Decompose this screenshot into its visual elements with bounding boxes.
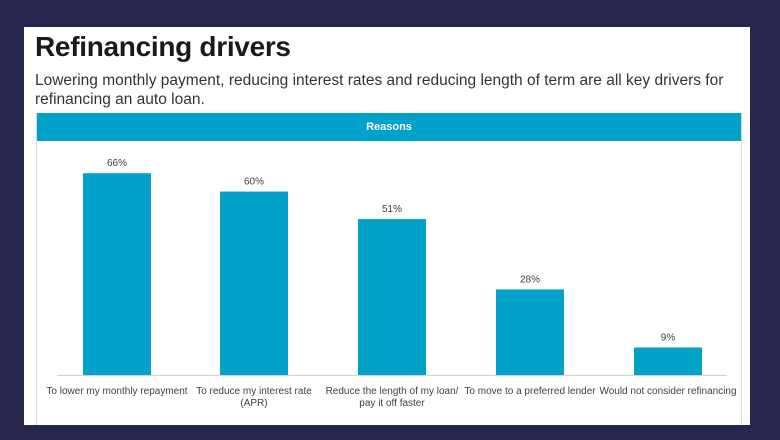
slide: Refinancing drivers Lowering monthly pay… (24, 27, 750, 425)
category-label-3-line-1: Reduce the length of my loan/ (326, 386, 459, 397)
category-label-2-line-1: To reduce my interest rate (196, 386, 312, 397)
bar-1 (83, 173, 151, 375)
value-label-4: 28% (520, 274, 540, 285)
value-label-2: 60% (244, 177, 264, 188)
slide-title: Refinancing drivers (35, 31, 291, 62)
slide-subtitle: Lowering monthly payment, reducing inter… (35, 72, 724, 108)
value-label-5: 9% (661, 332, 676, 343)
value-label-3: 51% (382, 204, 402, 215)
chart-panel: Reasons 66% To lower my monthly repayment… (36, 113, 742, 425)
category-label-1: To lower my monthly repayment (46, 386, 187, 397)
bar-4 (496, 289, 564, 375)
category-label-2-line-2: (APR) (240, 398, 267, 409)
bar-2 (220, 191, 288, 375)
value-label-1: 66% (107, 158, 127, 169)
category-label-5: Would not consider refinancing (599, 386, 736, 397)
bar-chart: 66% To lower my monthly repayment 60% To re… (46, 158, 736, 409)
chart-title: Reasons (37, 113, 741, 141)
category-label-3-line-2: pay it off faster (359, 398, 425, 409)
bar-5 (634, 347, 702, 375)
category-label-4: To move to a preferred lender (464, 386, 596, 397)
bar-3 (358, 219, 426, 375)
